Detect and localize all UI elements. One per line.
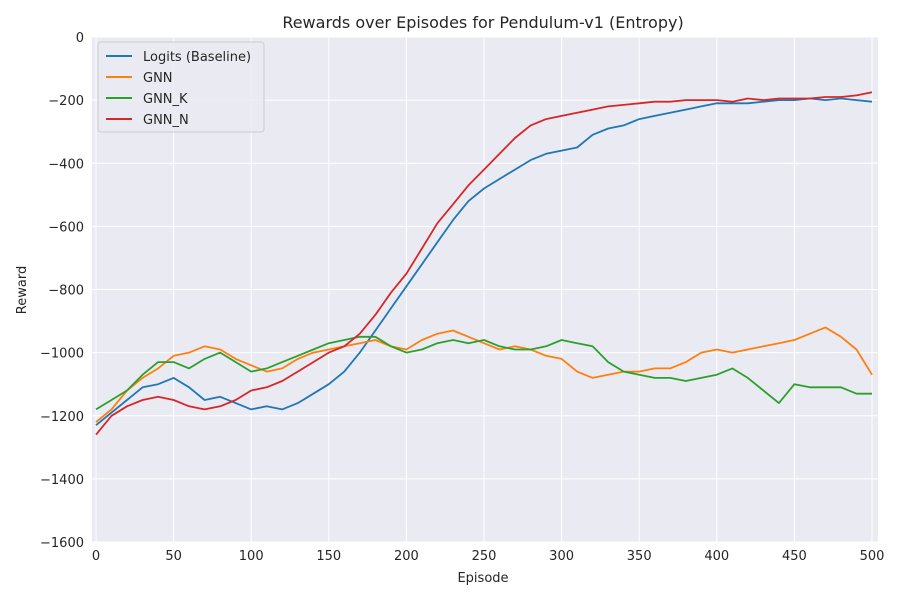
x-tick-label: 450 bbox=[782, 549, 807, 564]
series-line-gnn-n bbox=[95, 91, 873, 436]
x-tick-label: 150 bbox=[316, 549, 341, 564]
series-line-gnn-k bbox=[95, 335, 872, 411]
x-tick-label: 250 bbox=[472, 549, 497, 564]
chart-title: Rewards over Episodes for Pendulum-v1 (E… bbox=[282, 13, 683, 32]
legend-label: GNN_N bbox=[143, 113, 189, 128]
series-line-gnn bbox=[95, 326, 873, 423]
y-tick-label: 0 bbox=[76, 31, 84, 46]
x-axis-label: Episode bbox=[457, 571, 508, 586]
x-tick-label: 300 bbox=[549, 549, 574, 564]
x-tick-label: 100 bbox=[239, 549, 264, 564]
y-tick-label: −800 bbox=[48, 284, 84, 299]
y-tick-label: −200 bbox=[48, 94, 84, 109]
legend-label: GNN bbox=[143, 71, 173, 86]
x-tick-label: 0 bbox=[92, 549, 100, 564]
legend-box bbox=[97, 41, 265, 133]
y-tick-label: −1000 bbox=[40, 347, 84, 362]
series-lines bbox=[95, 91, 873, 436]
y-tick-label: −1200 bbox=[40, 410, 84, 425]
x-tick-label: 50 bbox=[165, 549, 182, 564]
y-tick-labels: −1600 −1400 −1200 −1000 −800 −600 −400 −200 0 bbox=[40, 31, 84, 551]
legend-label: Logits (Baseline) bbox=[143, 50, 251, 65]
y-tick-label: −400 bbox=[48, 157, 84, 172]
series-line-logits-baseline bbox=[95, 97, 873, 426]
legend-label: GNN_K bbox=[143, 92, 188, 107]
y-axis-label: Reward bbox=[15, 266, 30, 314]
y-tick-label: −600 bbox=[48, 220, 84, 235]
y-tick-label: −1400 bbox=[40, 473, 84, 488]
x-tick-labels: 0 50 100 150 200 250 300 350 400 450 500 bbox=[92, 549, 885, 564]
x-tick-label: 350 bbox=[627, 549, 652, 564]
x-tick-label: 500 bbox=[860, 549, 885, 564]
x-tick-label: 200 bbox=[394, 549, 419, 564]
y-tick-label: −1600 bbox=[40, 536, 84, 551]
x-tick-label: 400 bbox=[704, 549, 729, 564]
legend: Logits (Baseline) GNN GNN_K GNN_N bbox=[97, 41, 265, 133]
